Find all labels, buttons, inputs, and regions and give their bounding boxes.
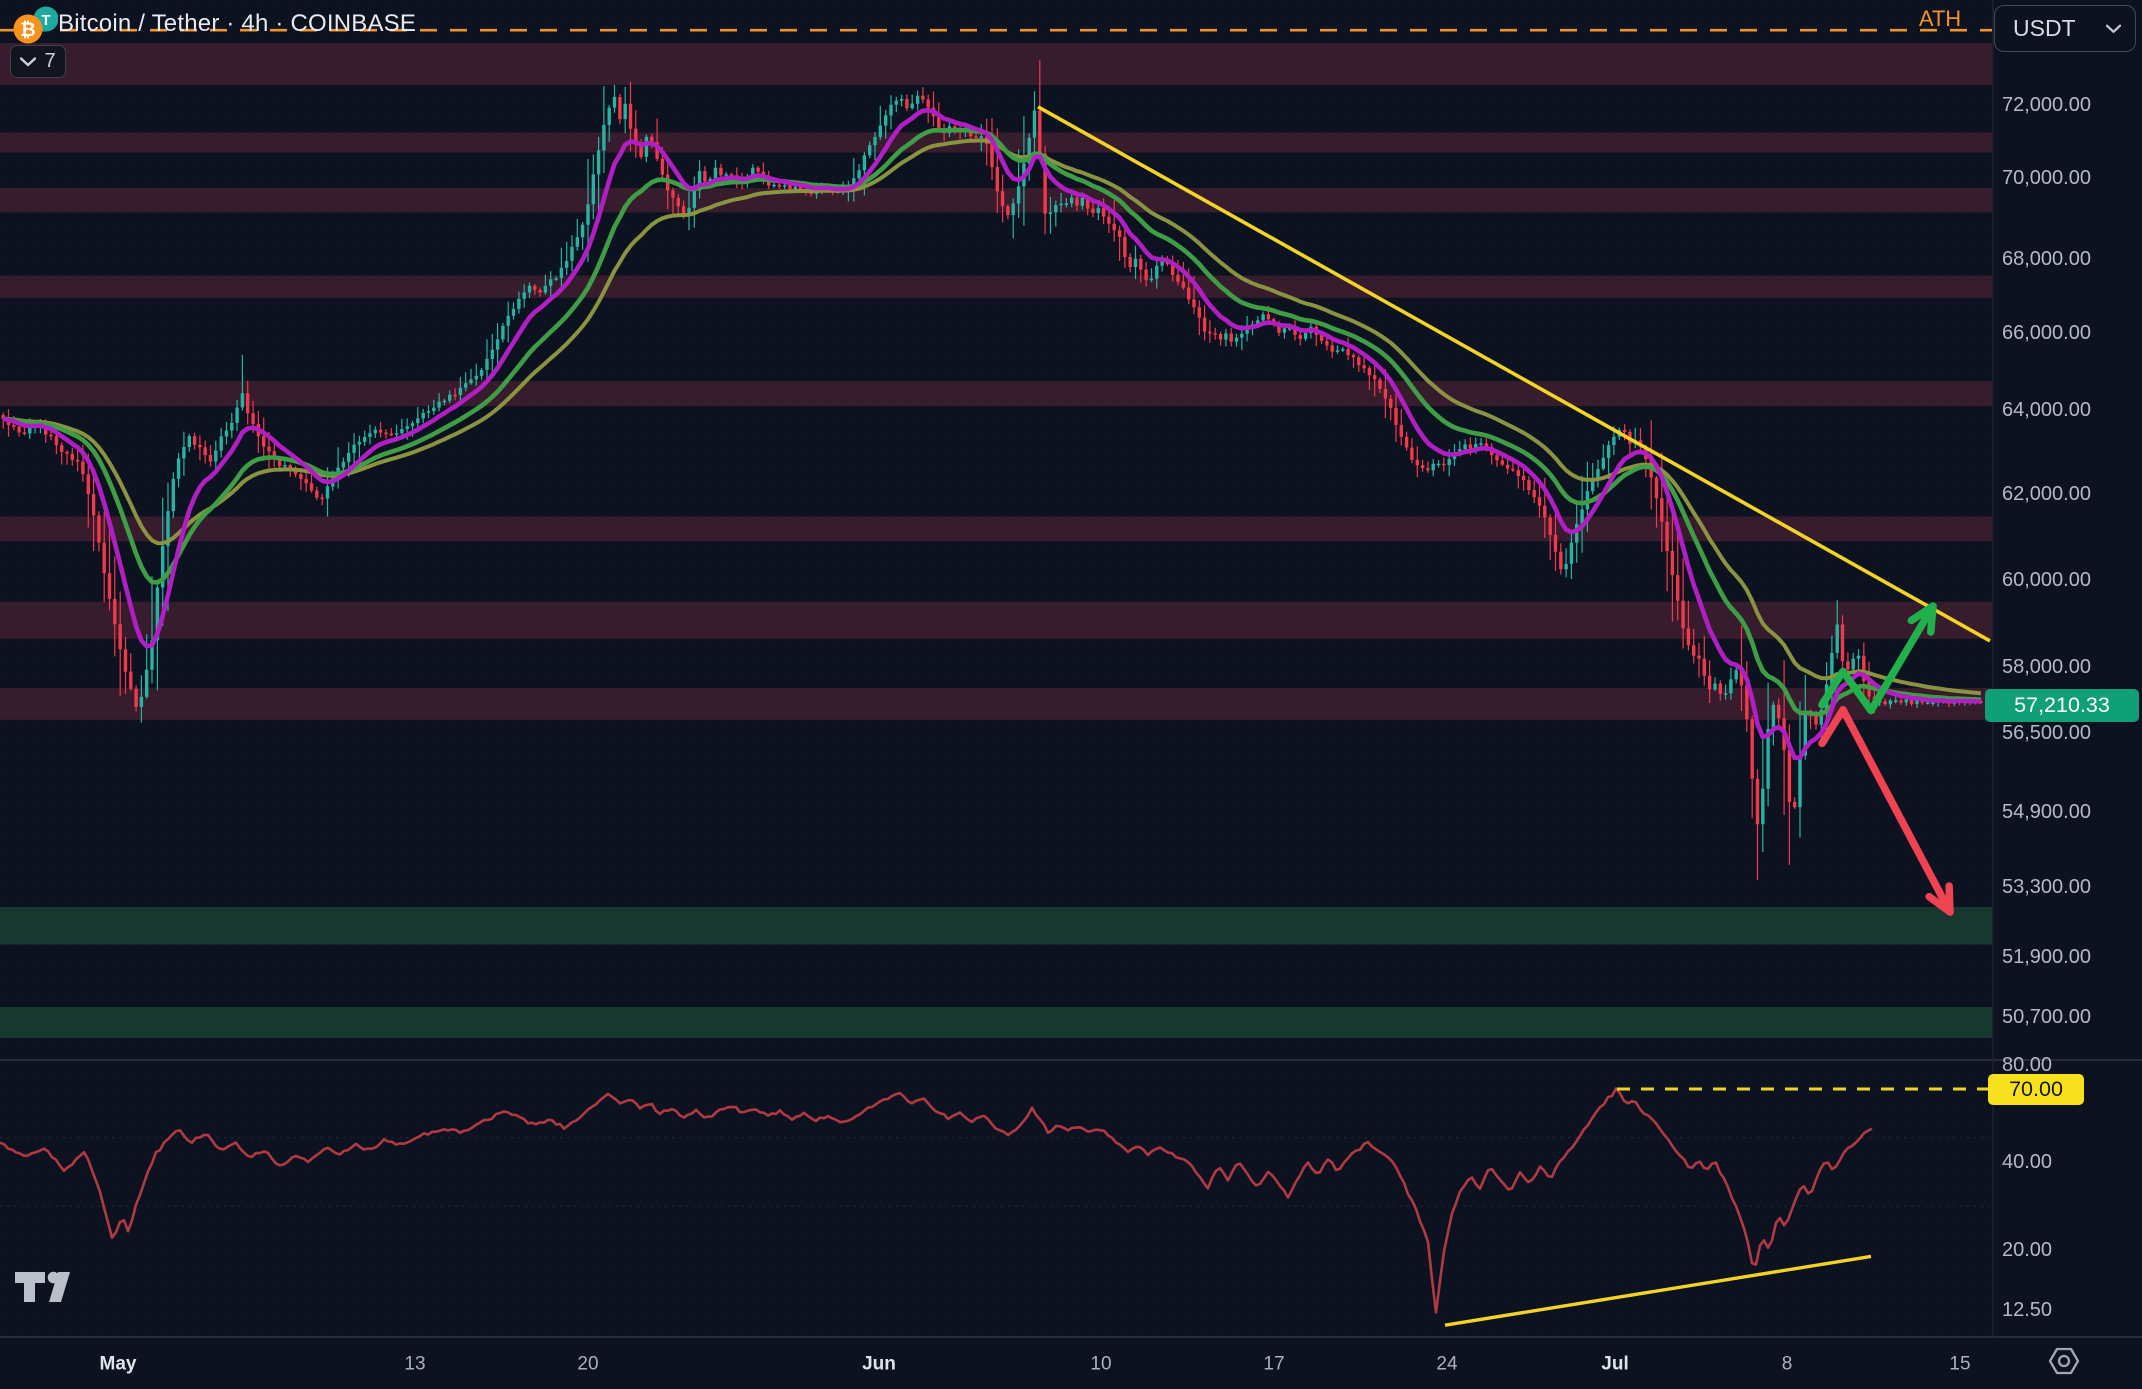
time-tick-label: 10 (1090, 1354, 1111, 1375)
indicator-count: 7 (44, 50, 56, 72)
rsi-tick-label: 20.00 (2002, 1239, 2052, 1261)
supply-zones (0, 43, 1992, 720)
supply-zone (0, 188, 1992, 213)
price-tick-label: 70,000.00 (2002, 167, 2091, 189)
last-price-badge: 57,210.33 (1985, 689, 2139, 722)
ma-mid-line (2, 127, 1981, 717)
supply-zone (0, 275, 1992, 298)
supply-zone (0, 601, 1992, 639)
bearish-scenario-arrow[interactable] (1818, 705, 1954, 916)
price-tick-label: 51,900.00 (2002, 946, 2091, 968)
demand-zone (0, 907, 1992, 945)
time-axis[interactable]: May 13 20 Jun 10 17 24 Jul 8 15 (100, 1354, 1971, 1375)
symbol-pair-icons: T ₿ (13, 6, 58, 44)
time-tick-label: Jul (1601, 1354, 1628, 1375)
ma-fast-line (2, 107, 1981, 761)
chevron-down-icon (20, 56, 37, 66)
time-tick-label: 8 (1782, 1354, 1793, 1375)
demand-zones (0, 907, 1992, 1038)
chevron-down-icon (2106, 24, 2121, 33)
rsi-ascending-trendline[interactable] (1444, 1254, 1872, 1327)
price-axis[interactable]: 72,000.00 70,000.00 68,000.00 66,000.00 64,0… (2002, 94, 2091, 1321)
supply-zone (0, 516, 1992, 542)
price-tick-label: 60,000.00 (2002, 569, 2091, 591)
candlestick-series (1, 60, 1983, 880)
price-tick-label: 54,900.00 (2002, 801, 2091, 823)
price-tick-label: 62,000.00 (2002, 483, 2091, 505)
price-tick-label: 58,000.00 (2002, 656, 2091, 678)
demand-zone (0, 1007, 1992, 1038)
time-tick-label: 20 (577, 1354, 598, 1375)
grid-texture (0, 0, 1992, 1337)
price-tick-label: 50,700.00 (2002, 1006, 2091, 1028)
currency-dropdown-value: USDT (2013, 15, 2076, 41)
rsi-tick-label: 80.00 (2002, 1054, 2052, 1076)
rsi-tick-label: 12.50 (2002, 1299, 2052, 1321)
indicators-collapse-button[interactable]: 7 (10, 45, 66, 78)
rsi-line (0, 1087, 1873, 1314)
price-tick-label: 53,300.00 (2002, 876, 2091, 898)
time-tick-label: 13 (404, 1354, 425, 1375)
supply-zone (0, 43, 1992, 85)
price-tick-label: 64,000.00 (2002, 399, 2091, 421)
time-tick-label: May (100, 1354, 137, 1375)
time-tick-label: 24 (1436, 1354, 1458, 1375)
ath-label: ATH (1918, 6, 1962, 31)
time-tick-label: 15 (1949, 1354, 1970, 1375)
price-tick-label: 66,000.00 (2002, 322, 2091, 344)
bullish-scenario-arrow[interactable] (1818, 602, 1937, 715)
symbol-title[interactable]: Bitcoin / Tether · 4h · COINBASE (58, 10, 417, 37)
tradingview-logo[interactable] (13, 1268, 83, 1306)
price-tick-label: 56,500.00 (2002, 722, 2091, 744)
time-tick-label: Jun (862, 1354, 896, 1375)
price-tick-label: 72,000.00 (2002, 94, 2091, 116)
price-tick-label: 68,000.00 (2002, 248, 2091, 270)
supply-zone (0, 688, 1992, 720)
rsi-tick-label: 40.00 (2002, 1151, 2052, 1173)
time-tick-label: 17 (1263, 1354, 1284, 1375)
currency-dropdown[interactable]: USDT (1994, 5, 2136, 52)
rsi-level-badge: 70.00 (1988, 1074, 2084, 1105)
svg-text:₿: ₿ (20, 19, 35, 41)
supply-zone (0, 381, 1992, 407)
settings-gear-icon[interactable] (2046, 1344, 2082, 1378)
bitcoin-icon (13, 14, 43, 44)
descending-trendline[interactable] (1037, 105, 1991, 643)
svg-text:T: T (41, 12, 50, 29)
